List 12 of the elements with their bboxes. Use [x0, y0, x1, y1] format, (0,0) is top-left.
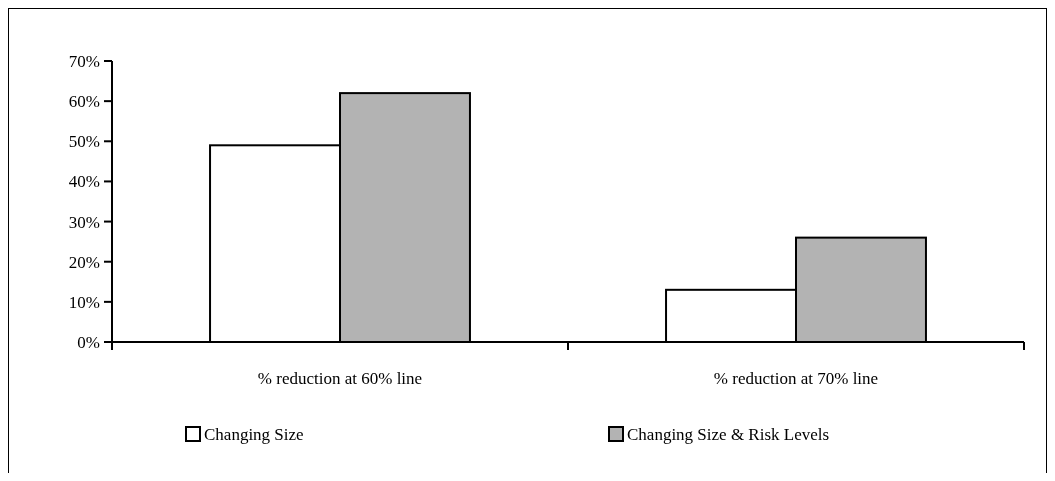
y-tick-label: 30% [68, 212, 100, 232]
y-tick-label: 50% [68, 132, 100, 152]
y-tick-label: 60% [68, 92, 100, 112]
y-tick-label: 20% [68, 252, 100, 272]
y-tick-label: 0% [77, 332, 100, 352]
y-tick-label: 40% [68, 172, 100, 192]
legend-label: Changing Size & Risk Levels [627, 425, 830, 444]
x-tick-label: % reduction at 60% line [257, 369, 423, 388]
y-tick-label: 70% [68, 51, 100, 71]
y-tick-label: 10% [68, 292, 100, 312]
x-tick-label: % reduction at 70% line [713, 369, 879, 388]
legend-label: Changing Size [204, 425, 304, 444]
